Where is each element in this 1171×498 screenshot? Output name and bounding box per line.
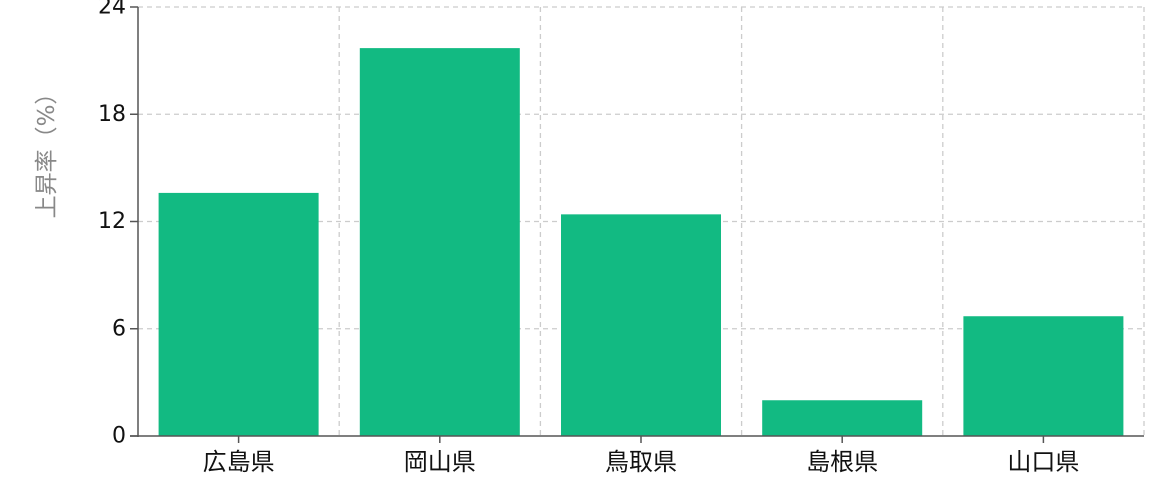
bar xyxy=(359,48,520,437)
x-tick-label: 山口県 xyxy=(1007,448,1079,476)
y-tick-label: 24 xyxy=(98,0,126,20)
labels: 0 6 12 18 24 広島県 岡山県 鳥取県 島根県 山口県 xyxy=(98,0,1079,476)
y-tick-label: 12 xyxy=(98,209,126,234)
axes xyxy=(130,6,1144,443)
y-tick-label: 18 xyxy=(98,102,126,127)
bars xyxy=(158,48,1124,437)
bar xyxy=(762,400,923,436)
bar xyxy=(561,214,721,436)
x-tick-label: 広島県 xyxy=(203,448,275,476)
bar xyxy=(963,316,1124,436)
bar xyxy=(158,192,319,436)
y-axis-label: 上昇率（%） xyxy=(34,82,60,219)
x-tick-label: 鳥取県 xyxy=(605,448,677,476)
y-tick-label: 6 xyxy=(112,316,126,341)
y-tick-label: 0 xyxy=(112,424,126,449)
x-tick-label: 岡山県 xyxy=(404,448,476,476)
x-tick-label: 島根県 xyxy=(806,448,878,476)
